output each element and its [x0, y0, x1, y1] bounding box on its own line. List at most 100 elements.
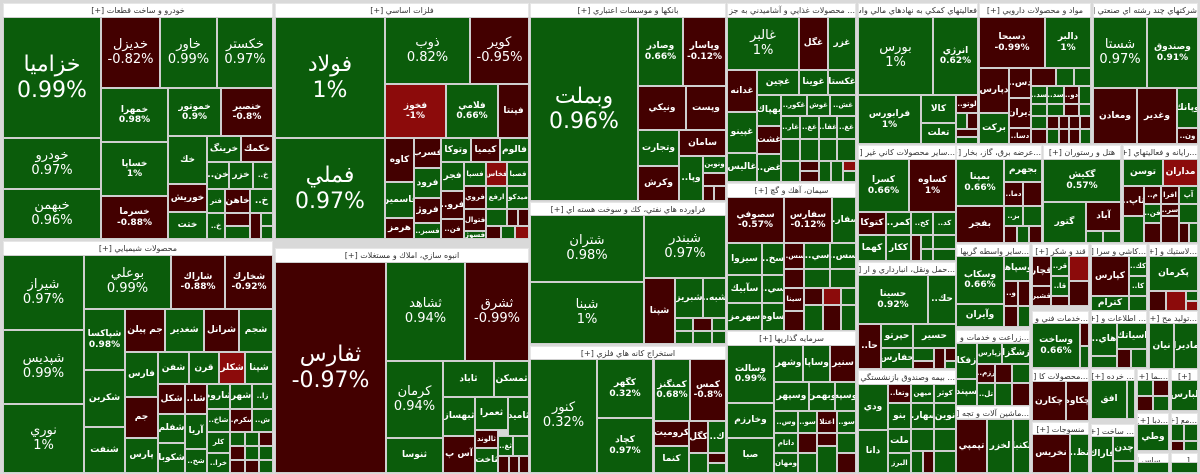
- stock-tile[interactable]: بركت: [979, 113, 1009, 144]
- stock-tile[interactable]: شپنا: [245, 352, 273, 384]
- stock-tile[interactable]: [1074, 68, 1091, 86]
- stock-tile[interactable]: شبريز: [675, 278, 703, 318]
- sector-header[interactable]: [+]: [1171, 369, 1198, 381]
- stock-tile[interactable]: [1004, 306, 1018, 327]
- stock-tile[interactable]: اسياتك: [1117, 323, 1147, 349]
- stock-tile[interactable]: وخارزم: [727, 403, 774, 438]
- stock-tile[interactable]: [259, 460, 273, 473]
- stock-tile[interactable]: ..هاي: [1091, 323, 1117, 356]
- stock-tile[interactable]: [923, 451, 934, 473]
- stock-tile[interactable]: [798, 433, 817, 453]
- stock-tile[interactable]: [1103, 231, 1121, 243]
- stock-tile[interactable]: خبهمن 0.96%: [3, 189, 101, 239]
- stock-tile[interactable]: [1080, 346, 1089, 368]
- stock-tile[interactable]: [934, 451, 956, 473]
- stock-tile[interactable]: شيراز 0.97%: [3, 255, 84, 330]
- stock-tile[interactable]: شنفت: [84, 427, 125, 473]
- stock-tile[interactable]: [1131, 349, 1147, 368]
- stock-tile[interactable]: نوين: [934, 403, 956, 429]
- stock-tile[interactable]: جم پيلن: [125, 309, 165, 352]
- stock-tile[interactable]: شپنا: [644, 278, 675, 344]
- stock-tile[interactable]: حپرتو: [881, 324, 913, 348]
- stock-tile[interactable]: [675, 318, 693, 331]
- stock-tile[interactable]: شفن: [158, 352, 189, 384]
- stock-tile[interactable]: آباد: [1086, 202, 1121, 231]
- stock-tile[interactable]: ..رزم: [977, 364, 995, 383]
- stock-tile[interactable]: [675, 331, 693, 344]
- stock-tile[interactable]: كوير -0.95%: [470, 17, 529, 84]
- stock-tile[interactable]: ختت: [168, 212, 207, 239]
- stock-tile[interactable]: [1171, 424, 1184, 441]
- stock-tile[interactable]: شستا 0.97%: [1093, 17, 1147, 88]
- stock-tile[interactable]: [708, 463, 726, 473]
- stock-tile[interactable]: كلر: [207, 432, 230, 453]
- stock-tile[interactable]: توسن: [1123, 159, 1163, 186]
- stock-tile[interactable]: سپند: [956, 379, 977, 406]
- stock-tile[interactable]: خديزل -0.82%: [101, 17, 160, 88]
- stock-tile[interactable]: كچاد 0.97%: [597, 418, 653, 473]
- stock-tile[interactable]: ثاميد: [508, 397, 529, 436]
- stock-tile[interactable]: سامان: [679, 130, 726, 156]
- stock-tile[interactable]: فالوم: [500, 138, 529, 162]
- stock-tile[interactable]: ..كا: [1129, 276, 1147, 296]
- stock-tile[interactable]: [1086, 231, 1103, 243]
- stock-tile[interactable]: [1018, 281, 1030, 306]
- stock-tile[interactable]: [1189, 223, 1198, 243]
- stock-tile[interactable]: [1080, 129, 1091, 144]
- stock-tile[interactable]: چدن: [1113, 436, 1135, 461]
- stock-tile[interactable]: ..غار: [781, 116, 800, 139]
- stock-tile[interactable]: [913, 348, 934, 361]
- stock-tile[interactable]: [933, 249, 956, 261]
- stock-tile[interactable]: [230, 432, 245, 446]
- stock-tile[interactable]: [1179, 223, 1189, 243]
- stock-tile[interactable]: فلامي 0.66%: [446, 84, 498, 138]
- stock-tile[interactable]: [1056, 68, 1074, 86]
- sector-header[interactable]: انبوه سازي، املاك و مستغلات [+]: [275, 248, 529, 263]
- stock-tile[interactable]: ثبهساز: [443, 397, 475, 436]
- stock-tile[interactable]: [1023, 206, 1042, 226]
- stock-tile[interactable]: [911, 235, 921, 261]
- stock-tile[interactable]: خنصير -0.8%: [221, 88, 273, 136]
- stock-tile[interactable]: اعتلا: [817, 411, 837, 433]
- stock-tile[interactable]: [800, 161, 819, 171]
- stock-tile[interactable]: [225, 226, 250, 239]
- stock-tile[interactable]: زشگزا: [1002, 343, 1030, 364]
- stock-tile[interactable]: شكل: [158, 384, 185, 414]
- stock-tile[interactable]: سينا: [784, 288, 804, 311]
- stock-tile[interactable]: شبنا 1%: [530, 282, 644, 344]
- stock-tile[interactable]: [1137, 462, 1169, 473]
- stock-tile[interactable]: [1171, 462, 1198, 473]
- stock-tile[interactable]: كوثر: [934, 384, 956, 403]
- stock-tile[interactable]: ..سو: [798, 411, 817, 433]
- stock-tile[interactable]: كمس -0.8%: [690, 359, 726, 421]
- sector-header[interactable]: ...زراعت و خدمات و [+]: [956, 330, 1030, 343]
- stock-tile[interactable]: [259, 432, 273, 446]
- stock-tile[interactable]: ثنوسا: [386, 438, 443, 473]
- stock-tile[interactable]: ساوه: [762, 303, 784, 331]
- stock-tile[interactable]: ..ون: [1177, 128, 1198, 144]
- stock-tile[interactable]: ..لوتو: [956, 95, 978, 113]
- stock-tile[interactable]: ..خ: [250, 189, 273, 213]
- stock-tile[interactable]: [1064, 104, 1079, 116]
- stock-tile[interactable]: [817, 433, 837, 446]
- stock-tile[interactable]: [245, 460, 259, 473]
- stock-tile[interactable]: غشت: [757, 126, 781, 154]
- stock-tile[interactable]: كتوكا: [858, 212, 886, 235]
- stock-tile[interactable]: [956, 137, 978, 144]
- stock-tile[interactable]: خرينگ: [207, 136, 241, 162]
- sector-header[interactable]: شركتهاي چند رشته اي صنعتي [+]: [1093, 3, 1198, 18]
- stock-tile[interactable]: [712, 331, 726, 344]
- stock-tile[interactable]: ..و: [1004, 281, 1018, 306]
- stock-tile[interactable]: ..دو: [1064, 86, 1079, 104]
- stock-tile[interactable]: شپاكسا 0.98%: [84, 309, 125, 370]
- stock-tile[interactable]: فروژ: [414, 198, 441, 223]
- stock-tile[interactable]: ثمسكن: [494, 361, 529, 397]
- stock-tile[interactable]: فسپا: [464, 162, 486, 186]
- stock-tile[interactable]: [245, 446, 259, 460]
- stock-tile[interactable]: ثشرق -0.99%: [465, 262, 529, 361]
- stock-tile[interactable]: وسپاها: [1004, 256, 1030, 281]
- stock-tile[interactable]: بوعلي 0.99%: [84, 255, 171, 309]
- stock-tile[interactable]: [1012, 364, 1030, 383]
- stock-tile[interactable]: انرژي 0.62%: [933, 17, 978, 95]
- stock-tile[interactable]: زپارس: [977, 343, 1002, 364]
